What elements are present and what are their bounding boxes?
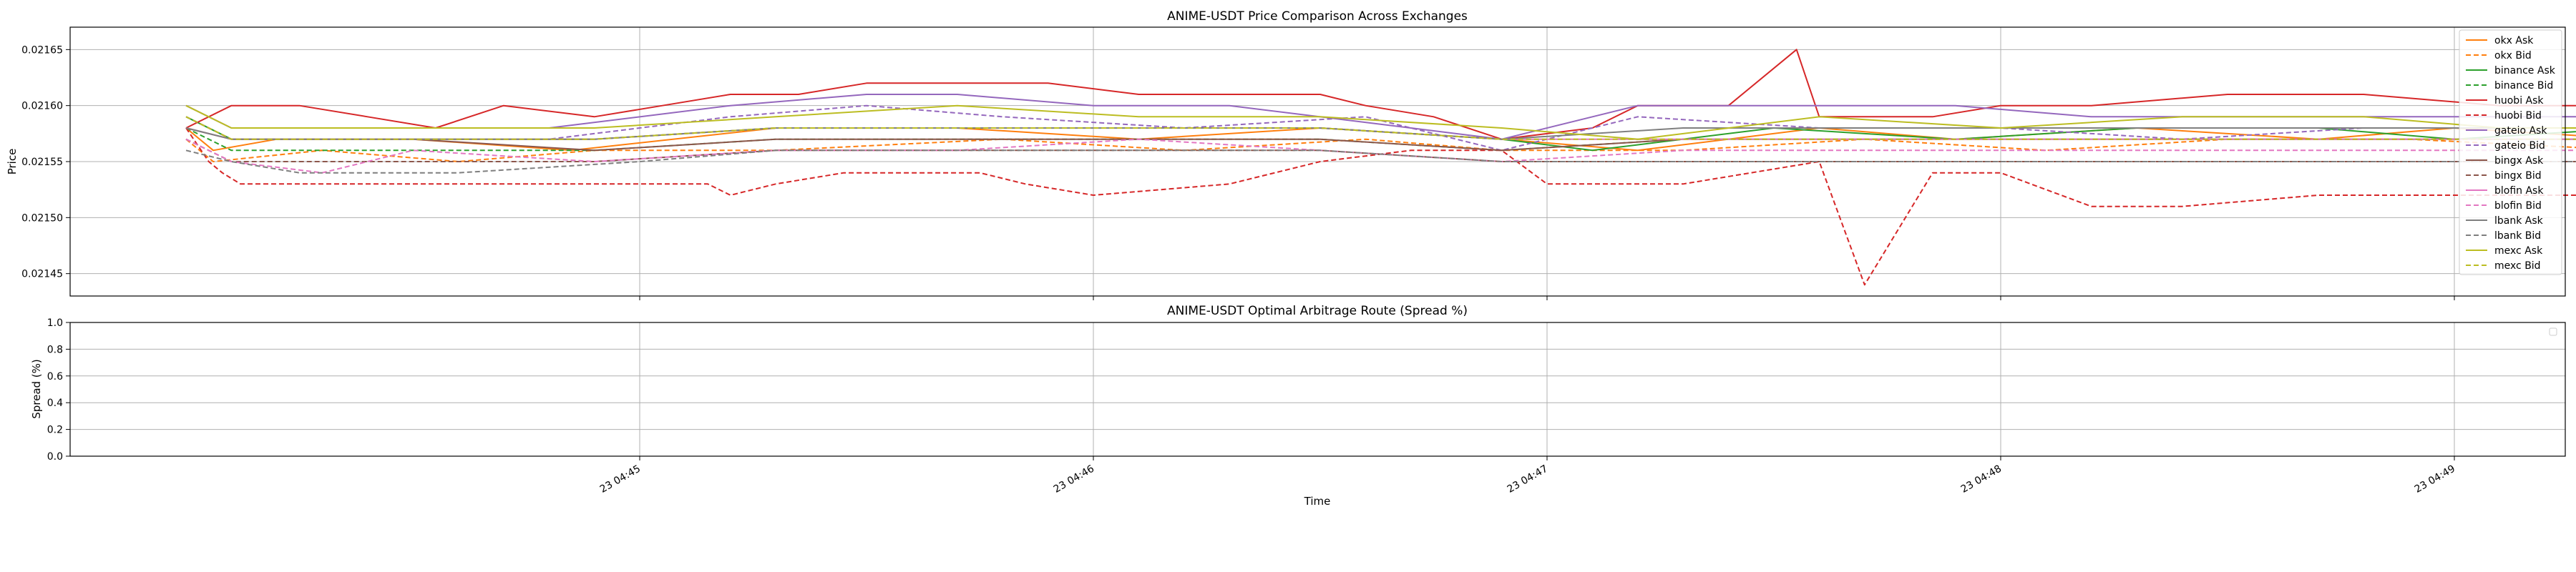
legend-label: okx Bid	[2494, 50, 2532, 61]
spread-y-tick-label: 0.6	[47, 371, 63, 383]
legend-entry: binance Ask	[2466, 65, 2556, 77]
legend-entry: lbank Ask	[2466, 215, 2544, 227]
legend-label: bingx Bid	[2494, 170, 2542, 182]
legend-entry: binance Bid	[2466, 80, 2553, 92]
price-chart-y-ticks: 0.02145 0.02150 0.02155 0.02160 0.02165	[21, 44, 70, 280]
price-chart-legend: okx Ask okx Bid binance Ask binance Bid huob…	[2459, 29, 2562, 275]
series-line-huobi-ask	[185, 49, 2576, 140]
legend-label: huobi Ask	[2494, 95, 2544, 107]
price-y-tick-label: 0.02155	[21, 157, 63, 168]
series-line-okx-bid	[185, 138, 2576, 162]
series-line-mexc-bid	[185, 116, 2576, 140]
price-y-tick-label: 0.02150	[21, 212, 63, 224]
legend-label: gateio Ask	[2494, 125, 2547, 137]
legend-label: mexc Ask	[2494, 245, 2543, 257]
empty-legend-box	[2549, 327, 2557, 336]
legend-entry: bingx Bid	[2466, 170, 2542, 182]
legend-label: bingx Ask	[2494, 155, 2544, 167]
series-line-mexc-ask	[185, 104, 2576, 140]
price-y-tick-label: 0.02165	[21, 44, 63, 56]
price-chart-series-lines	[185, 49, 2576, 286]
legend-label: blofin Bid	[2494, 200, 2542, 212]
legend-label: binance Ask	[2494, 65, 2556, 77]
price-chart-frame	[69, 26, 2566, 297]
series-line-huobi-bid	[185, 127, 2576, 286]
spread-y-tick-label: 0.8	[47, 344, 63, 355]
series-line-lbank-bid	[185, 149, 2576, 174]
spread-y-tick-label: 0.0	[47, 451, 63, 463]
price-y-tick-label: 0.02160	[21, 101, 63, 112]
spread-chart-x-label: Time	[1304, 495, 1331, 508]
spread-chart-frame	[69, 322, 2566, 457]
price-chart-y-label: Price	[6, 149, 19, 175]
legend-entry: mexc Bid	[2466, 260, 2541, 272]
legend-entry: mexc Ask	[2466, 245, 2543, 257]
legend-label: mexc Bid	[2494, 260, 2541, 272]
legend-entry: gateio Ask	[2466, 125, 2547, 137]
spread-chart-y-ticks: 0.0 0.2 0.4 0.6 0.8 1.0	[47, 317, 70, 463]
legend-entry: huobi Bid	[2466, 110, 2542, 122]
spread-chart-title: ANIME-USDT Optimal Arbitrage Route (Spre…	[1167, 304, 1468, 318]
legend-entry: lbank Bid	[2466, 230, 2541, 242]
spread-y-tick-label: 0.4	[47, 398, 63, 409]
legend-label: blofin Ask	[2494, 185, 2544, 197]
legend-label: binance Bid	[2494, 80, 2553, 92]
legend-entry: okx Bid	[2466, 50, 2532, 61]
price-y-tick-label: 0.02145	[21, 269, 63, 280]
spread-y-tick-label: 0.2	[47, 425, 63, 436]
legend-box	[2459, 29, 2562, 275]
legend-label: huobi Bid	[2494, 110, 2542, 122]
legend-label: okx Ask	[2494, 35, 2534, 46]
legend-entry: bingx Ask	[2466, 155, 2544, 167]
price-chart-title: ANIME-USDT Price Comparison Across Excha…	[1167, 9, 1468, 24]
price-chart-x-ticks	[639, 296, 2455, 300]
spread-y-tick-label: 1.0	[47, 317, 63, 329]
series-line-blofin-bid	[185, 138, 2576, 174]
price-comparison-panel: ANIME-USDT Price Comparison Across Excha…	[6, 9, 2576, 300]
legend-entry: blofin Ask	[2466, 185, 2544, 197]
legend-entry: blofin Bid	[2466, 200, 2542, 212]
legend-label: gateio Bid	[2494, 140, 2545, 152]
legend-entry: gateio Bid	[2466, 140, 2545, 152]
spread-panel: ANIME-USDT Optimal Arbitrage Route (Spre…	[30, 304, 2566, 508]
legend-label: lbank Ask	[2494, 215, 2544, 227]
legend-label: lbank Bid	[2494, 230, 2541, 242]
spread-chart-y-label: Spread (%)	[30, 359, 43, 419]
legend-entry: okx Ask	[2466, 35, 2534, 46]
legend-entry: huobi Ask	[2466, 95, 2544, 107]
